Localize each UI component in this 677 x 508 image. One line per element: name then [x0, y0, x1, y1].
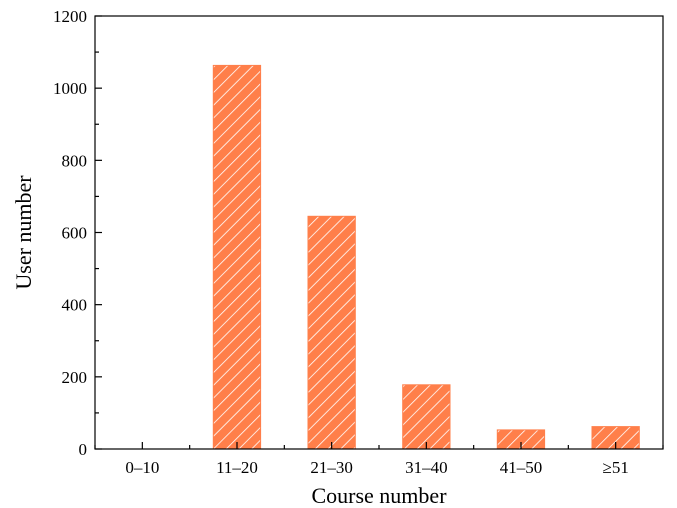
bar-21–30 [307, 215, 356, 450]
y-tick-label: 800 [62, 151, 88, 170]
bar-31–40 [402, 384, 451, 450]
x-axis-ticks: 0–10 11–20 21–30 31–40 41–50 ≥51 [94, 442, 664, 477]
y-tick-label: 1200 [53, 7, 87, 26]
y-tick-label: 400 [62, 296, 88, 315]
axes-box [94, 15, 664, 450]
x-axis-title: Course number [311, 483, 447, 508]
y-axis-ticks: 0 200 400 600 800 1000 1200 [53, 7, 102, 459]
y-tick-label: 200 [62, 368, 88, 387]
bar-series [212, 64, 640, 450]
y-tick-label: 600 [62, 224, 88, 243]
plot-frame [94, 15, 664, 450]
y-tick-label: 1000 [53, 79, 87, 98]
x-tick-label: 11–20 [216, 458, 258, 477]
y-axis-title: User number [11, 175, 36, 290]
x-tick-label: 31–40 [405, 458, 448, 477]
y-tick-label: 0 [79, 440, 88, 459]
x-tick-label: 0–10 [125, 458, 159, 477]
x-tick-label: ≥51 [602, 458, 628, 477]
x-tick-label: 21–30 [310, 458, 353, 477]
x-tick-label: 41–50 [500, 458, 543, 477]
bar-11–20 [212, 64, 262, 450]
